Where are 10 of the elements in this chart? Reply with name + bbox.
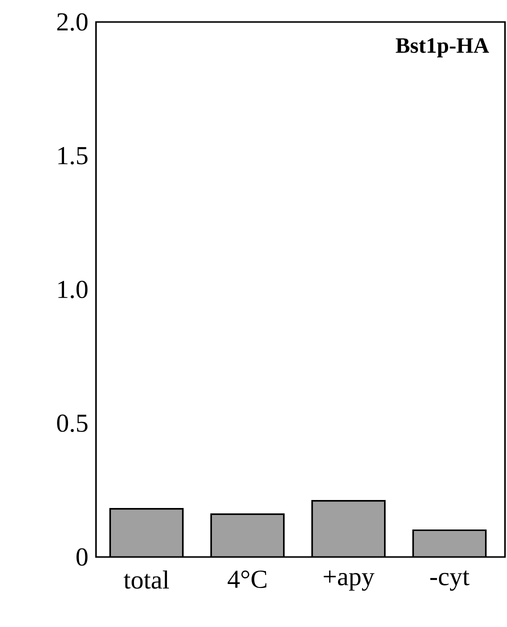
x-tick-label: total	[124, 570, 169, 589]
text: Bst1p-HA	[396, 38, 490, 58]
x-tick-label: 4°C	[228, 570, 266, 588]
y-tick-label: 0.5	[57, 414, 88, 432]
y-tick-label: 2.0	[57, 13, 88, 31]
y-tick-label: 1.5	[58, 147, 88, 164]
x-tick-label: -cyt	[430, 570, 470, 591]
y-tick-label: 1.0	[58, 280, 88, 298]
x-tick-label: +apy	[324, 570, 374, 591]
y-tick-label: 0	[76, 548, 88, 566]
